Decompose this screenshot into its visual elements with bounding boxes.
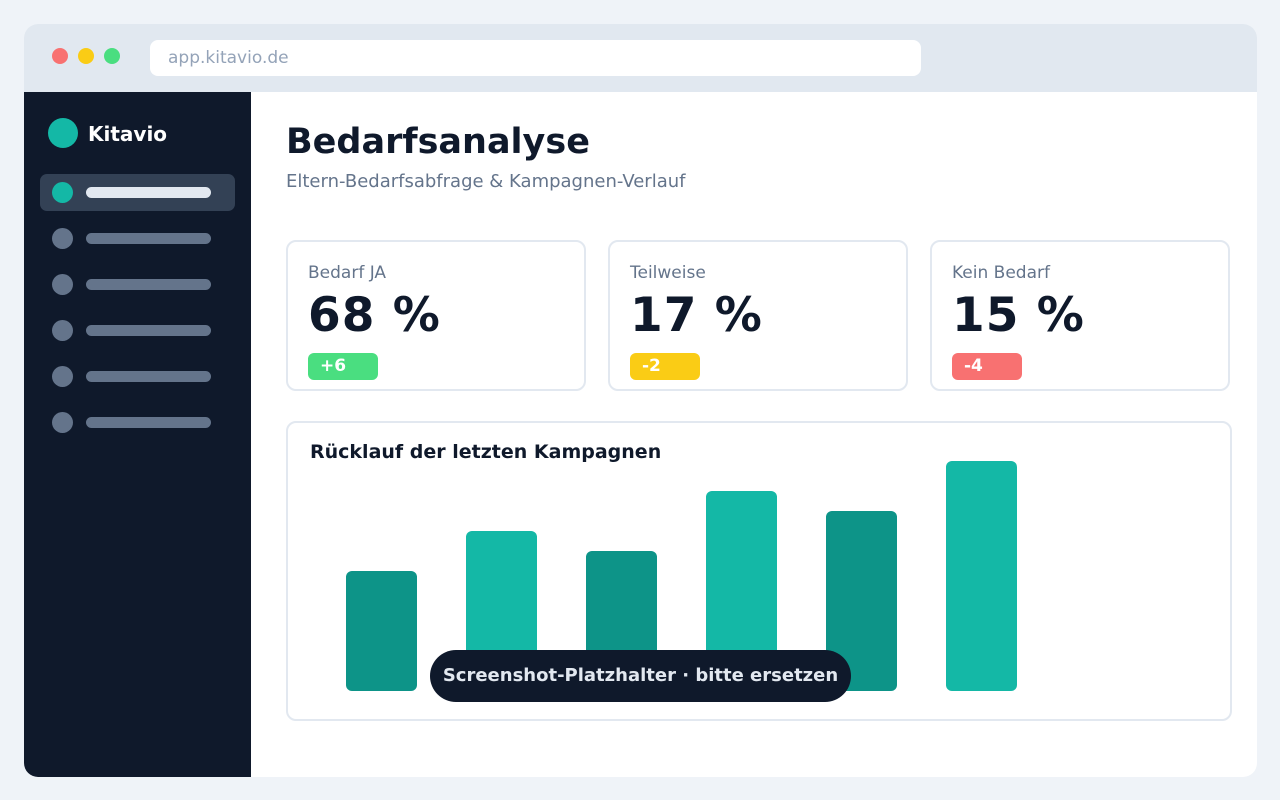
nav-icon	[52, 366, 73, 387]
screenshot-placeholder-badge: Screenshot-Platzhalter · bitte ersetzen	[430, 650, 851, 702]
chart-title: Rücklauf der letzten Kampagnen	[310, 441, 662, 463]
stat-label: Bedarf JA	[308, 263, 387, 283]
nav-label-placeholder	[86, 417, 211, 428]
stat-delta-badge: -4	[952, 353, 1022, 380]
stat-value: 15 %	[952, 288, 1085, 343]
sidebar-nav-item[interactable]	[40, 312, 235, 349]
nav-icon	[52, 228, 73, 249]
stat-delta-badge: +6	[308, 353, 378, 380]
nav-label-placeholder	[86, 371, 211, 382]
stat-label: Kein Bedarf	[952, 263, 1050, 283]
nav-icon	[52, 274, 73, 295]
nav-icon	[52, 182, 73, 203]
logo-icon	[48, 118, 78, 148]
browser-titlebar: app.kitavio.de	[24, 24, 1257, 92]
chart-bar	[826, 511, 897, 691]
nav-icon	[52, 412, 73, 433]
stat-card-kein-bedarf: Kein Bedarf 15 % -4	[930, 240, 1230, 391]
sidebar-nav-item[interactable]	[40, 220, 235, 257]
nav-label-placeholder	[86, 233, 211, 244]
page-subtitle: Eltern-Bedarfsabfrage & Kampagnen-Verlau…	[286, 171, 686, 192]
sidebar-nav-item[interactable]	[40, 404, 235, 441]
app-window: app.kitavio.de Kitavio Bedarfsana	[24, 24, 1257, 777]
sidebar-nav-item[interactable]	[40, 266, 235, 303]
sidebar-nav-item[interactable]	[40, 358, 235, 395]
page-title: Bedarfsanalyse	[286, 122, 590, 162]
sidebar-nav-item[interactable]	[40, 174, 235, 211]
nav-label-placeholder	[86, 187, 211, 198]
logo-text: Kitavio	[88, 122, 168, 146]
nav-label-placeholder	[86, 325, 211, 336]
stat-card-bedarf-ja: Bedarf JA 68 % +6	[286, 240, 586, 391]
stat-label: Teilweise	[630, 263, 706, 283]
close-window-dot[interactable]	[52, 48, 68, 64]
address-bar[interactable]: app.kitavio.de	[150, 40, 921, 76]
stat-delta-badge: -2	[630, 353, 700, 380]
stat-value: 68 %	[308, 288, 441, 343]
stat-card-teilweise: Teilweise 17 % -2	[608, 240, 908, 391]
sidebar: Kitavio	[24, 92, 251, 777]
chart-bar	[946, 461, 1017, 691]
minimize-window-dot[interactable]	[78, 48, 94, 64]
stat-value: 17 %	[630, 288, 763, 343]
bar-chart	[346, 461, 1017, 691]
maximize-window-dot[interactable]	[104, 48, 120, 64]
chart-bar	[706, 491, 777, 691]
chart-bar	[346, 571, 417, 691]
nav-icon	[52, 320, 73, 341]
nav-label-placeholder	[86, 279, 211, 290]
